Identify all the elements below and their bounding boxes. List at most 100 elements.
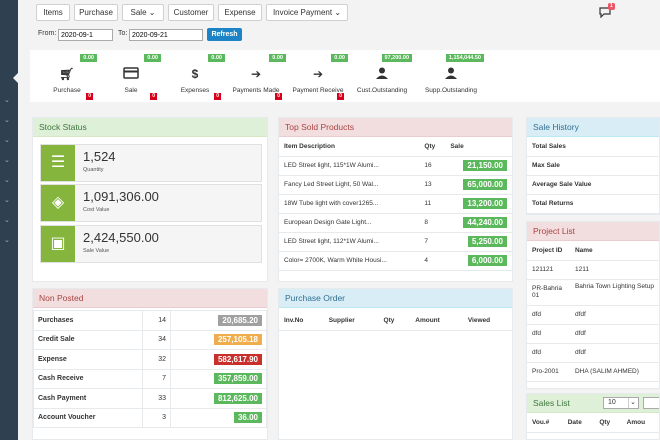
chevron-down-icon[interactable]: ⌄ [4, 197, 10, 204]
notification-badge: 1 [608, 3, 615, 10]
row-label: Cash Receive [33, 368, 143, 389]
column-header: Qty [419, 137, 446, 157]
chevron-down-icon[interactable]: ⌄ [4, 157, 10, 164]
to-date-input[interactable] [129, 29, 203, 41]
tile-expenses[interactable]: 0.00 $ Expenses 0 [165, 54, 225, 100]
amount-badge: 257,105.18 [213, 334, 262, 346]
tile-purchase[interactable]: 0.00 🛒︎ Purchase 0 [37, 54, 97, 100]
column-header: Supplier [323, 311, 379, 331]
sign-in-icon: ➔ [312, 67, 324, 81]
sale-badge: 5,250.00 [467, 236, 507, 247]
project-name-cell: 1211 [569, 260, 659, 280]
nav-items-button[interactable]: Items [36, 4, 70, 21]
table-row[interactable]: dfd dfdf [527, 343, 659, 363]
table-row[interactable]: Expense 32 582,617.90 [33, 349, 267, 370]
table-row[interactable]: PR-Bahria01 Bahria Town Lighting Setup [527, 279, 659, 306]
row-label: Credit Sale [33, 329, 143, 350]
stat-value: 2,424,550.00 [83, 230, 159, 245]
dollar-icon: $ [191, 67, 199, 81]
from-label: From: [38, 30, 57, 37]
stat-value: 1,091,306.00 [83, 189, 159, 204]
database-icon: ☰ [41, 145, 75, 181]
table-row[interactable]: Cash Payment 33 812,625.00 [33, 388, 267, 409]
table-row[interactable]: Credit Sale 34 257,105.18 [33, 329, 267, 350]
amount-badge: 357,859.00 [213, 373, 262, 385]
money-icon: ◈ [41, 185, 75, 221]
chevron-down-icon[interactable]: ⌄ [4, 117, 10, 124]
tile-payments-made[interactable]: 0.00 ➔ Payments Made 0 [226, 54, 286, 100]
nav-button-label: Purchase [79, 8, 113, 17]
column-header: Date [562, 413, 595, 433]
table-row: LED Street light, 115*1W Alumi... 16 21,15… [279, 156, 512, 176]
column-header: Amou [621, 413, 659, 433]
table-row[interactable]: Purchases 14 20,685.20 [33, 310, 267, 331]
table-row[interactable]: dfd dfdf [527, 324, 659, 344]
tile-sale[interactable]: 0.00 Sale 0 [101, 54, 161, 100]
row-label: Cash Payment [33, 388, 143, 409]
panel-title: Purchase Order [279, 289, 512, 308]
project-id-cell: dfd [527, 343, 570, 363]
table-row: Average Sale Value [527, 175, 659, 195]
panel-title: Non Posted [33, 289, 267, 308]
sale-badge: 44,240.00 [463, 217, 507, 228]
nav-invoice-payment-button[interactable]: Invoice Payment ⌄ [266, 4, 348, 21]
row-label: Expense [33, 349, 143, 370]
chevron-down-icon[interactable]: ⌄ [4, 97, 10, 104]
table-row[interactable]: dfd dfdf [527, 305, 659, 325]
amount-badge: 582,617.90 [213, 353, 262, 365]
column-header: Sale [445, 137, 512, 157]
chevron-down-icon[interactable]: ⌄ [4, 137, 10, 144]
stat-label: Sale Value [83, 248, 110, 254]
tile-cust-outstanding[interactable]: 97,200.00 Cust.Outstanding [352, 54, 412, 100]
user-icon [352, 67, 412, 82]
stock-quantity: ☰ 1,524 Quantity [40, 144, 262, 182]
tile-count: 0 [214, 93, 221, 100]
nav-button-label: Items [43, 8, 63, 17]
table-row: Total Sales [527, 137, 659, 157]
panel-header: Sales List 10 ⌄ [527, 394, 659, 413]
table-row: Fancy Led Street Light, 50 Wal... 13 65,00… [279, 175, 512, 195]
column-header: Name [569, 241, 659, 261]
row-label: Max Sale [527, 156, 659, 176]
table-row[interactable]: Pro-2001 DHA (SALIM AHMED) [527, 362, 659, 382]
table-row: 18W Tube light with cover1265... 11 13,200… [279, 194, 512, 214]
tile-label: Supp.Outstanding [424, 87, 478, 94]
date-filter: From: To: Refresh [18, 27, 660, 45]
tile-value: 0.00 [269, 54, 286, 62]
refresh-button[interactable]: Refresh [207, 28, 242, 41]
count-cell: 14 [142, 310, 171, 331]
chevron-down-icon[interactable]: ⌄ [4, 217, 10, 224]
table-row[interactable]: Account Voucher 3 36.00 [33, 407, 267, 428]
nav-purchase-button[interactable]: Purchase [74, 4, 118, 21]
stock-status-panel: Stock Status ☰ 1,524 Quantity ◈ 1,091,30… [32, 117, 268, 282]
sale-badge: 13,200.00 [463, 198, 507, 209]
chevron-down-icon[interactable]: ⌄ [4, 177, 10, 184]
table-row[interactable]: Cash Receive 7 357,859.00 [33, 368, 267, 389]
notification-bell[interactable]: 1 [598, 3, 615, 19]
qty-cell: 13 [419, 175, 446, 195]
tile-payment-receive[interactable]: 0.00 ➔ Payment Receive 0 [288, 54, 348, 100]
amount-badge: 20,685.20 [218, 314, 262, 326]
tile-supp-outstanding[interactable]: 1,154,044.50 Supp.Outstanding [418, 54, 484, 100]
sales-list-panel: Sales List 10 ⌄ Vou.# Date Qty Amou [526, 393, 660, 440]
project-list-panel: Project List Project ID Name 121121 1211 P… [526, 221, 660, 389]
count-cell: 3 [142, 407, 171, 428]
amount-badge: 812,625.00 [213, 392, 262, 404]
nav-expense-button[interactable]: Expense [218, 4, 262, 21]
row-label: Average Sale Value [527, 175, 659, 195]
stat-value: 1,524 [83, 149, 116, 164]
column-header: Project ID [527, 241, 570, 261]
purchase-order-panel: Purchase Order Inv.No Supplier Qty Amoun… [278, 288, 513, 440]
table-row[interactable]: 121121 1211 [527, 260, 659, 280]
count-cell: 34 [142, 329, 171, 350]
nav-sale-button[interactable]: Sale ⌄ [122, 4, 164, 21]
panel-title: Top Sold Products [279, 118, 512, 137]
from-date-input[interactable] [58, 29, 113, 41]
project-table: Project ID Name 121121 1211 PR-Bahria01 Bah… [527, 241, 659, 382]
nav-customer-button[interactable]: Customer [168, 4, 214, 21]
page-size-select[interactable]: 10 ⌄ [603, 397, 639, 409]
chevron-down-icon[interactable]: ⌄ [4, 237, 10, 244]
search-input[interactable] [643, 397, 659, 409]
tile-value: 0.00 [80, 54, 97, 62]
nav-button-label: Invoice Payment [272, 8, 333, 17]
